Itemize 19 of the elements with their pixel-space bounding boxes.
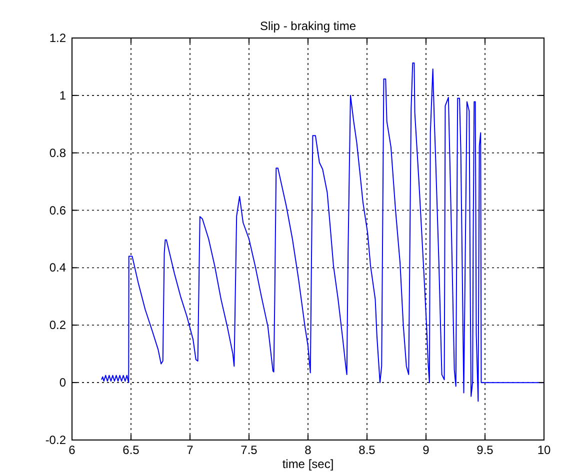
y-tick-label: 0.2 <box>49 318 66 332</box>
y-tick-label: 0.6 <box>49 203 66 218</box>
x-tick-label: 8.5 <box>358 443 376 457</box>
x-tick-label: 7 <box>186 443 194 457</box>
y-tick-label: 1 <box>59 88 66 102</box>
x-tick-label: 9 <box>422 443 430 457</box>
x-tick-label: 7.5 <box>240 443 258 457</box>
x-tick-label: 6.5 <box>122 443 140 457</box>
y-tick-label: 1.2 <box>49 31 66 45</box>
x-tick-label: 8 <box>304 443 312 457</box>
y-tick-label: 0.4 <box>49 260 66 275</box>
x-axis-title: time [sec] <box>282 457 334 471</box>
x-tick-label: 10 <box>537 443 551 457</box>
chart-title: Slip - braking time <box>260 19 356 33</box>
y-tick-label: 0.8 <box>49 146 66 160</box>
x-tick-label: 6 <box>68 443 76 457</box>
x-tick-label: 9.5 <box>476 443 494 457</box>
y-tick-label: 0 <box>59 376 66 390</box>
y-tick-label: -0.2 <box>45 433 66 447</box>
